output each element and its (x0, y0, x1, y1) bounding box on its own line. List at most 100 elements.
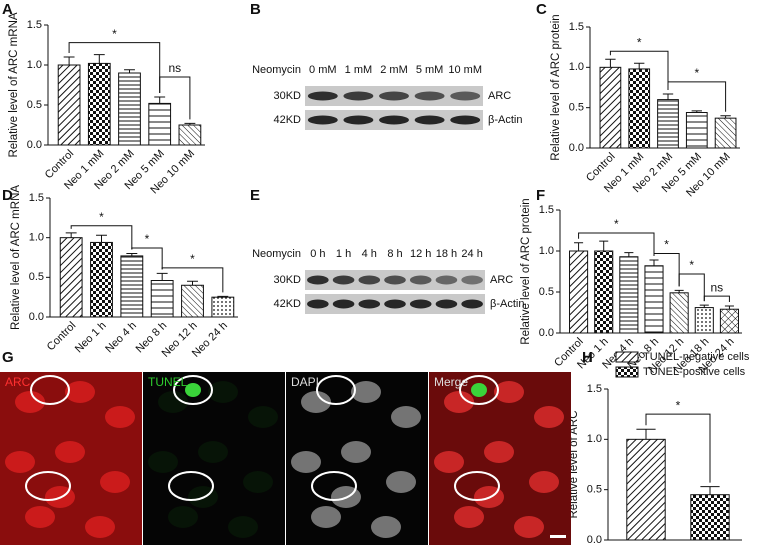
cell (371, 516, 401, 538)
channel-label: Merge (434, 375, 468, 389)
error-bar (65, 232, 77, 238)
bar (619, 256, 639, 334)
cell (434, 451, 464, 473)
significance-label: * (694, 66, 699, 80)
kd-label: 30KD (273, 274, 301, 286)
protein-label: ARC (488, 90, 511, 102)
bar (118, 72, 141, 146)
cell (228, 516, 258, 538)
significance-label: * (637, 35, 642, 49)
cell (386, 471, 416, 493)
y-tick-label: 0.0 (29, 311, 44, 323)
significance-bracket (653, 252, 680, 287)
bar (120, 255, 144, 318)
error-bar (574, 242, 584, 251)
significance-label: * (614, 217, 619, 231)
significance-bracket (609, 50, 669, 90)
error-bar (605, 58, 616, 68)
roi (173, 375, 213, 405)
protein-label: β-Actin (490, 298, 524, 310)
significance-label: * (689, 258, 694, 272)
significance-bracket (645, 413, 711, 483)
blot-band (409, 275, 432, 285)
error-bar (700, 486, 720, 495)
blot-band (435, 299, 458, 309)
cell (534, 406, 564, 428)
y-tick-label: 0.5 (27, 99, 42, 111)
channel-label: TUNEL (148, 375, 188, 389)
error-bar (93, 54, 105, 64)
significance-bracket (159, 76, 191, 120)
significance-bracket (667, 81, 727, 112)
kd-label: 42KD (273, 114, 301, 126)
cell (444, 391, 474, 413)
treatment-label: Neomycin (252, 64, 301, 76)
bar (690, 494, 730, 541)
significance-label: * (190, 252, 195, 266)
y-tick-label: 1.5 (27, 19, 42, 31)
significance-label: * (99, 210, 104, 224)
panel-letter: G (2, 349, 14, 366)
cell (311, 506, 341, 528)
bar (181, 284, 204, 318)
y-tick-label: 1.5 (539, 204, 554, 216)
blot-band (358, 299, 381, 309)
error-bar (217, 295, 229, 298)
y-tick-label: 1.0 (29, 232, 44, 244)
blot-band (332, 299, 355, 309)
panel-letter: F (536, 187, 545, 204)
significance-label: * (112, 27, 117, 41)
significance-label: * (664, 238, 669, 252)
cell (65, 381, 95, 403)
bar (719, 308, 739, 334)
bar (626, 438, 666, 541)
error-bar (662, 93, 674, 100)
bar (150, 280, 174, 318)
cell (158, 391, 188, 413)
roi (25, 471, 71, 501)
lane-label: 1 mM (345, 64, 373, 76)
cell (341, 441, 371, 463)
error-bar (634, 62, 645, 69)
legend-swatch (615, 366, 639, 378)
lane-label: 5 mM (416, 64, 444, 76)
significance-bracket (678, 273, 705, 302)
legend-label: TUNEL-negative cells (643, 351, 750, 363)
blot-band (358, 275, 381, 285)
y-tick-label: 0.5 (569, 102, 584, 114)
panel-letter: B (250, 1, 261, 18)
significance-bracket (131, 247, 163, 270)
significance-label: * (145, 232, 150, 246)
roi (316, 375, 356, 405)
significance-label: ns (168, 61, 181, 75)
bar (90, 241, 113, 318)
cell (105, 406, 135, 428)
legend-label: TUNEL-positive cells (643, 366, 746, 378)
error-bar (724, 305, 734, 310)
bar (594, 250, 614, 334)
treatment-label: Neomycin (252, 248, 301, 260)
error-bar (649, 259, 659, 266)
significance-bracket (578, 232, 655, 257)
lane-label: 1 h (336, 248, 351, 260)
cell (100, 471, 130, 493)
error-bar (154, 96, 166, 104)
cell (248, 406, 278, 428)
error-bar (691, 110, 702, 113)
blot-band (343, 115, 374, 125)
bar (87, 62, 111, 146)
lane-label: 18 h (436, 248, 457, 260)
roi (454, 471, 500, 501)
cell (484, 441, 514, 463)
blot-band (461, 299, 483, 309)
blot-band (435, 275, 458, 285)
blot-band (450, 115, 481, 125)
panel-letter: H (582, 349, 593, 366)
bar (57, 64, 81, 146)
y-axis-label: Relative level of ARC protein (550, 14, 562, 160)
panel-letter: C (536, 1, 547, 18)
channel-label: DAPI (291, 375, 319, 389)
error-bar (699, 304, 709, 308)
cell (198, 441, 228, 463)
cell (243, 471, 273, 493)
